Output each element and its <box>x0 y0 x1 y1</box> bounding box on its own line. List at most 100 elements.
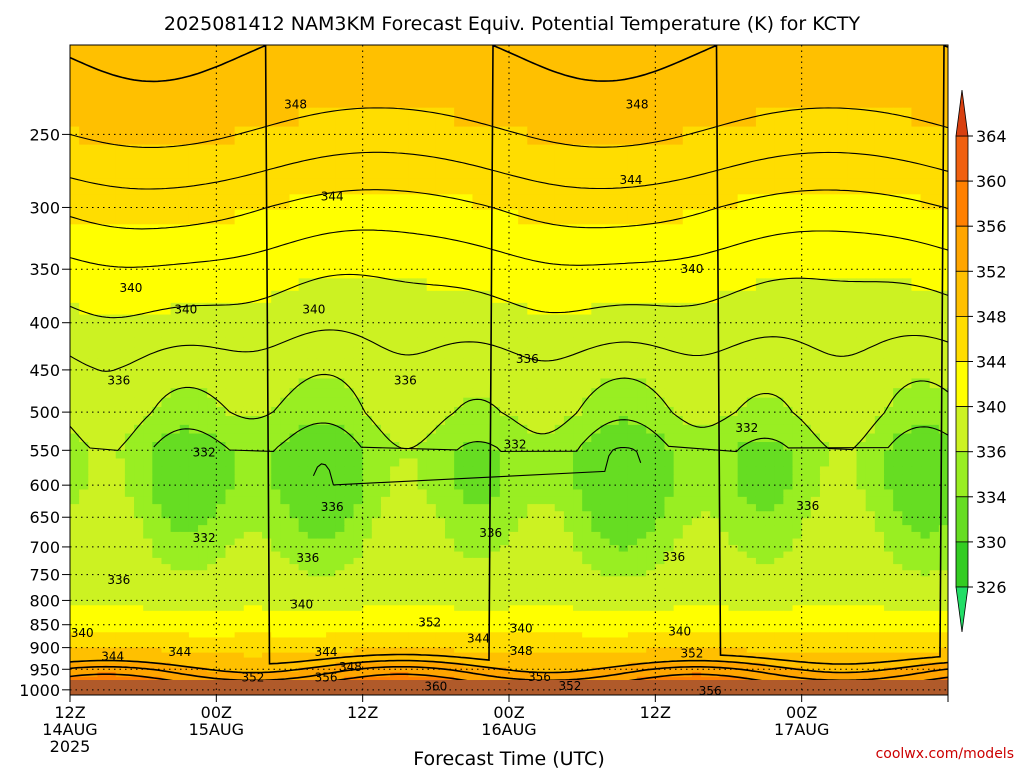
band-cell <box>637 570 647 577</box>
band-cell <box>280 144 291 163</box>
band-cell <box>472 551 483 559</box>
band-cell <box>746 557 757 565</box>
band-cell <box>509 576 519 583</box>
band-cell <box>426 433 437 443</box>
band-cell <box>234 551 245 559</box>
band-cell <box>591 337 602 349</box>
band-cell <box>472 397 483 408</box>
band-cell <box>774 107 784 128</box>
band-cell <box>280 466 291 475</box>
band-cell <box>298 545 309 553</box>
band-cell <box>70 576 80 583</box>
band-cell <box>79 593 89 601</box>
band-cell <box>444 161 455 180</box>
band-cell <box>691 551 702 559</box>
band-cell <box>280 531 291 540</box>
band-cell <box>243 433 254 443</box>
band-cell <box>819 161 830 180</box>
band-cell <box>417 511 428 519</box>
band-cell <box>664 378 675 389</box>
band-cell <box>326 489 336 498</box>
band-cell <box>143 576 153 583</box>
band-cell <box>444 525 455 533</box>
band-cell <box>838 576 848 583</box>
band-cell <box>929 302 940 316</box>
band-cell <box>701 557 711 565</box>
band-cell <box>536 302 547 316</box>
band-cell <box>911 126 922 146</box>
band-cell <box>554 442 565 451</box>
band-cell <box>408 511 419 519</box>
band-cell <box>883 504 894 512</box>
band-cell <box>115 504 126 512</box>
band-cell <box>792 290 803 304</box>
band-cell <box>335 582 345 589</box>
band-cell <box>710 107 720 128</box>
band-cell <box>298 325 309 338</box>
band-cell <box>134 531 144 540</box>
band-cell <box>198 496 208 505</box>
band-cell <box>371 252 382 267</box>
band-cell <box>170 252 181 267</box>
band-cell <box>143 588 153 595</box>
band-cell <box>655 511 666 519</box>
band-cell <box>179 337 190 349</box>
band-cell <box>243 378 254 389</box>
band-cell <box>719 564 730 571</box>
band-cell <box>710 126 720 146</box>
band-cell <box>682 358 693 370</box>
band-cell <box>774 265 784 279</box>
band-cell <box>417 416 428 426</box>
band-cell <box>563 433 574 443</box>
band-cell <box>783 144 794 163</box>
band-cell <box>691 511 702 519</box>
band-cell <box>298 504 309 512</box>
band-cell <box>97 545 108 553</box>
band-cell <box>509 504 519 512</box>
band-cell <box>444 576 455 583</box>
band-cell <box>509 570 519 577</box>
band-cell <box>774 347 784 359</box>
band-cell <box>627 397 638 408</box>
band-cell <box>536 325 547 338</box>
band-cell <box>618 525 629 533</box>
band-cell <box>463 378 474 389</box>
band-cell <box>582 531 592 540</box>
band-cell <box>728 314 739 327</box>
band-cell <box>774 576 784 583</box>
band-cell <box>829 144 839 163</box>
band-cell <box>920 314 931 327</box>
band-cell <box>847 474 858 483</box>
band-cell <box>490 161 501 180</box>
band-cell <box>444 290 455 304</box>
band-cell <box>70 161 80 180</box>
band-cell <box>499 466 510 475</box>
band-cell <box>883 557 894 565</box>
band-cell <box>335 433 345 443</box>
band-cell <box>426 337 437 349</box>
band-cell <box>188 570 199 577</box>
band-cell <box>143 252 153 267</box>
band-cell <box>170 209 181 225</box>
band-cell <box>691 433 702 443</box>
band-cell <box>234 504 245 512</box>
band-cell <box>737 416 748 426</box>
band-cell <box>124 378 135 389</box>
band-cell <box>216 224 227 240</box>
band-cell <box>600 545 611 553</box>
band-cell <box>134 161 144 180</box>
band-cell <box>819 278 830 292</box>
band-cell <box>490 302 501 316</box>
band-cell <box>152 545 163 553</box>
band-cell <box>874 224 885 240</box>
band-cell <box>591 161 602 180</box>
band-cell <box>399 481 409 491</box>
band-cell <box>124 538 135 546</box>
band-cell <box>97 538 108 546</box>
band-cell <box>655 570 666 577</box>
band-cell <box>646 504 656 512</box>
band-cell <box>554 144 565 163</box>
band-cell <box>298 178 309 195</box>
band-cell <box>298 238 309 253</box>
band-cell <box>216 504 227 512</box>
